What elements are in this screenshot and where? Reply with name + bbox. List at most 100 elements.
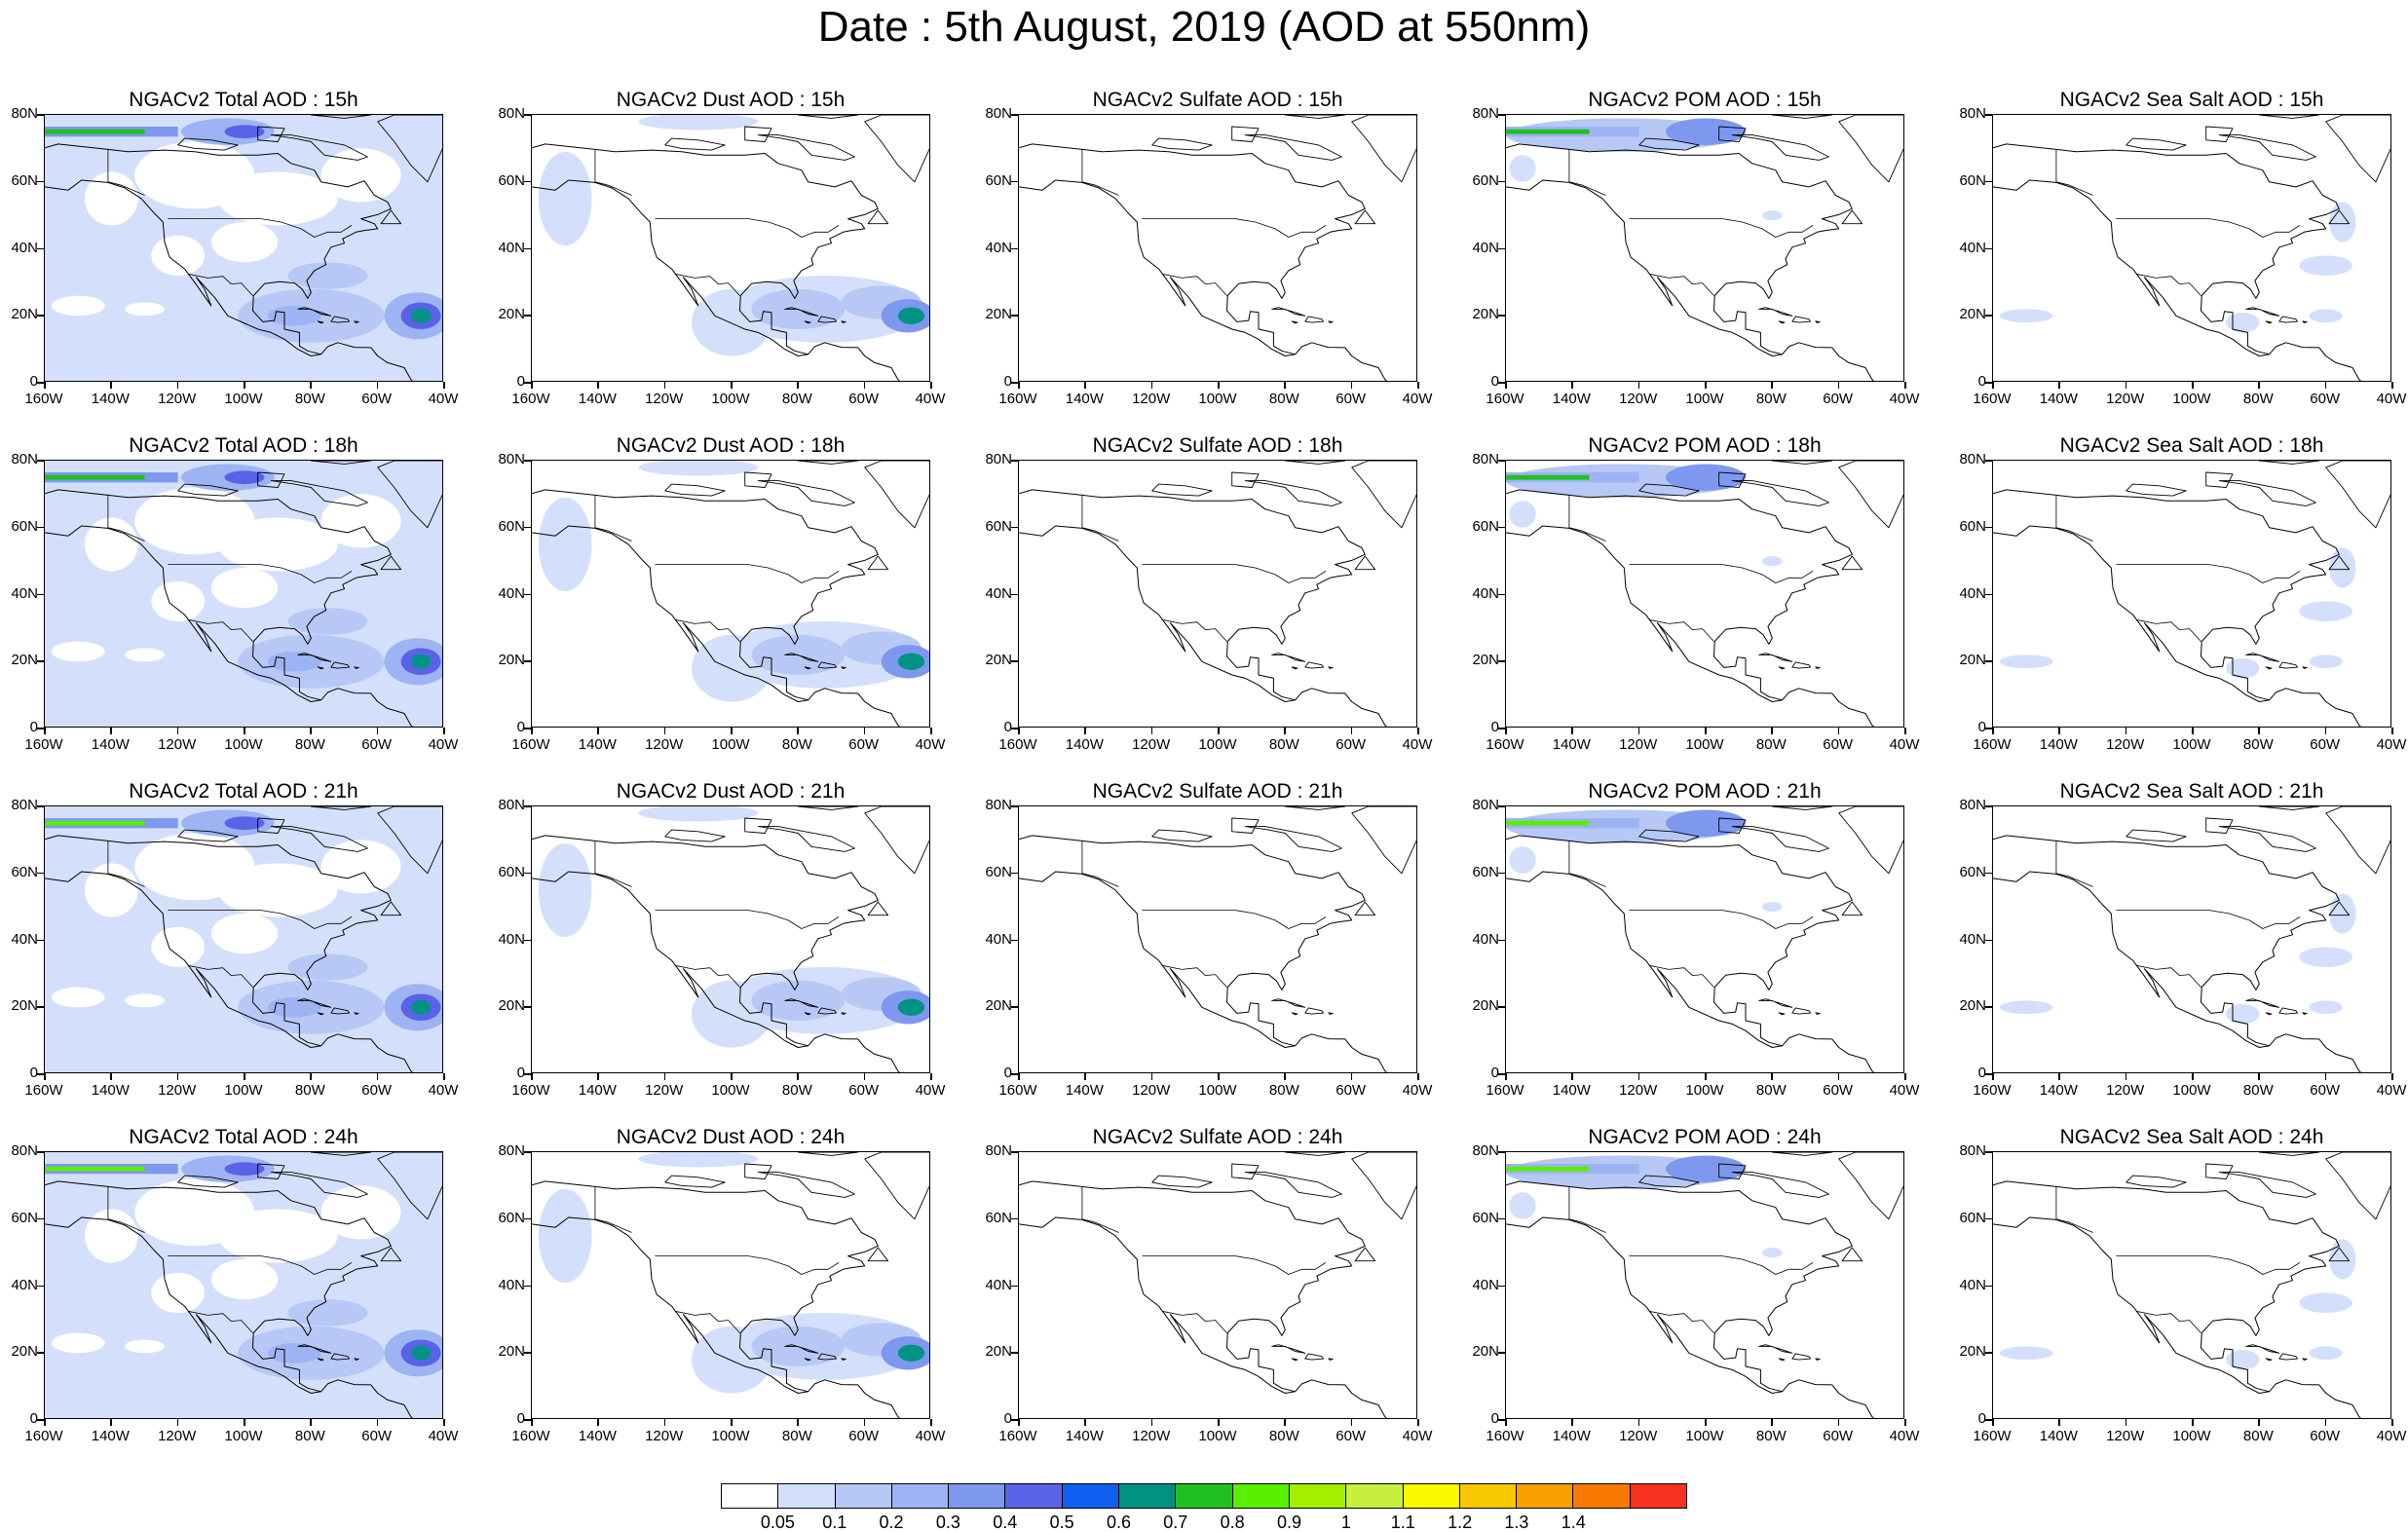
latitude-label: 40N [985, 239, 1012, 256]
longitude-label: 40W [1889, 391, 1920, 407]
longitude-label: 80W [2242, 391, 2274, 407]
longitude-tick [1837, 382, 1840, 389]
latitude-label: 20N [1959, 1343, 1986, 1361]
map-area [1018, 805, 1417, 1073]
latitude-label: 40N [985, 584, 1012, 602]
longitude-label: 140W [91, 736, 130, 753]
latitude-tick [1498, 460, 1505, 462]
longitude-tick [1992, 1073, 1994, 1080]
longitude-label: 60W [2310, 1082, 2341, 1099]
latitude-tick [1985, 1151, 1992, 1153]
aod-shade [2226, 1003, 2260, 1025]
latitude-tick [37, 872, 44, 875]
longitude-tick [930, 1419, 932, 1426]
latitude-label: 60N [11, 1209, 38, 1226]
aod-shade [2309, 1000, 2343, 1015]
aod-shade [1666, 809, 1746, 837]
longitude-label: 80W [781, 391, 812, 407]
longitude-label: 80W [1755, 1082, 1787, 1099]
aod-shade [410, 654, 432, 669]
latitude-tick [37, 247, 44, 249]
longitude-tick [797, 728, 799, 734]
longitude-label: 80W [2242, 736, 2274, 753]
map-area [1505, 805, 1904, 1073]
longitude-label: 60W [1336, 1428, 1367, 1444]
longitude-tick [731, 1073, 733, 1080]
longitude-label: 160W [511, 1082, 550, 1099]
latitude-tick [1011, 1073, 1018, 1075]
latitude-label: 20N [1472, 306, 1499, 323]
latitude-tick [1985, 114, 1992, 116]
longitude-tick [1284, 382, 1286, 389]
colorbar-label: 0.4 [993, 1513, 1018, 1532]
panel-title: NGACv2 Sulfate AOD : 18h [1092, 434, 1343, 457]
longitude-label: 160W [24, 1082, 63, 1099]
longitude-label: 80W [294, 1428, 325, 1444]
latitude-label: 60N [1472, 171, 1499, 189]
longitude-tick [110, 728, 112, 734]
latitude-label: 40N [1472, 584, 1499, 602]
aod-shade [538, 1188, 592, 1284]
latitude-tick [1498, 593, 1505, 595]
latitude-label: 0 [516, 373, 525, 390]
latitude-label: 40N [11, 930, 38, 948]
aod-shade [410, 999, 432, 1015]
latitude-tick [37, 1352, 44, 1354]
longitude-label: 120W [158, 1082, 197, 1099]
latitude-tick [1985, 805, 1992, 807]
longitude-tick [531, 1419, 533, 1426]
longitude-tick [1771, 1419, 1773, 1426]
aod-map [532, 806, 929, 1072]
colorbar-box [1573, 1484, 1631, 1508]
latitude-tick [1985, 247, 1992, 249]
latitude-label: 20N [11, 306, 38, 323]
longitude-tick [2058, 382, 2060, 389]
longitude-tick [2125, 728, 2127, 734]
aod-shade [217, 171, 338, 226]
longitude-tick [1571, 728, 1573, 734]
colorbar-box [722, 1484, 779, 1508]
map-area [44, 805, 443, 1073]
longitude-label: 60W [1823, 1082, 1854, 1099]
map-panel: NGACv2 Dust AOD : 21h 80N 60N 40N 20N 0 160W 14… [487, 779, 974, 1120]
latitude-label: 80N [985, 451, 1012, 467]
longitude-label: 140W [578, 391, 617, 407]
latitude-label: 60N [11, 517, 38, 535]
latitude-tick [1011, 1285, 1018, 1287]
longitude-label: 60W [361, 736, 393, 753]
panel-title: NGACv2 Total AOD : 15h [129, 89, 358, 111]
aod-shade [2299, 601, 2352, 621]
longitude-label: 100W [224, 1082, 263, 1099]
colorbar-box [1517, 1484, 1574, 1508]
colorbar-label: 0.1 [822, 1513, 847, 1532]
latitude-label: 80N [1959, 105, 1986, 122]
map-area [44, 460, 443, 728]
longitude-tick [1571, 1073, 1573, 1080]
latitude-tick [1985, 1352, 1992, 1354]
longitude-label: 60W [2310, 391, 2341, 407]
longitude-label: 40W [915, 391, 946, 407]
map-panel: NGACv2 Dust AOD : 24h 80N 60N 40N 20N 0 160W 14… [487, 1125, 974, 1466]
longitude-tick [2391, 1419, 2393, 1426]
aod-shade [85, 863, 138, 917]
longitude-tick [1350, 1419, 1353, 1426]
aod-shade [224, 125, 265, 139]
latitude-label: 20N [11, 652, 38, 669]
colorbar-label: 0.9 [1277, 1513, 1302, 1532]
latitude-label: 0 [29, 373, 38, 390]
longitude-tick [1417, 1419, 1419, 1426]
longitude-tick [2125, 1073, 2127, 1080]
longitude-label: 60W [361, 1082, 393, 1099]
latitude-tick [1498, 1285, 1505, 1287]
latitude-tick [1985, 872, 1992, 875]
latitude-label: 20N [1472, 652, 1499, 669]
aod-shade [151, 235, 205, 276]
latitude-label: 40N [985, 930, 1012, 948]
latitude-label: 20N [985, 652, 1012, 669]
panel-title: NGACv2 Dust AOD : 21h [616, 780, 846, 803]
longitude-label: 160W [24, 736, 63, 753]
longitude-tick [1904, 382, 1906, 389]
map-panel: NGACv2 Total AOD : 18h 80N 60N 40N 20N 0 160W 1… [0, 433, 487, 774]
colorbar-box [1289, 1484, 1347, 1508]
colorbar-box [1403, 1484, 1460, 1508]
